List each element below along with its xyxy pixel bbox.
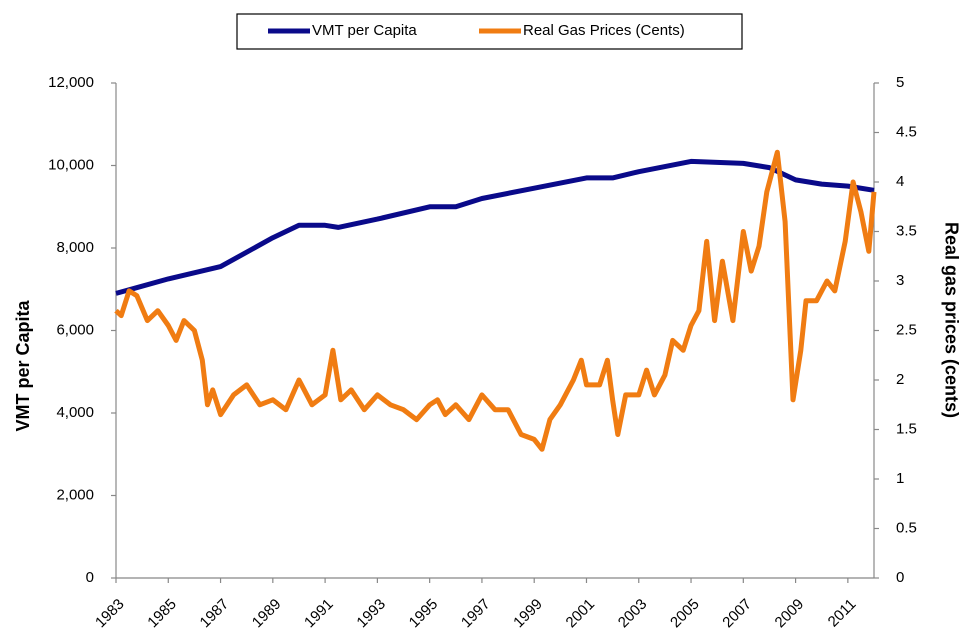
y-tick-label: 4,000 xyxy=(56,404,94,421)
y2-tick-label: 1 xyxy=(896,470,904,487)
x-tick-label: 1995 xyxy=(406,596,442,632)
x-tick-label: 1983 xyxy=(92,596,128,632)
y-tick-label: 10,000 xyxy=(48,156,94,173)
x-tick-label: 1985 xyxy=(144,596,180,632)
y2-tick-label: 3.5 xyxy=(896,222,917,239)
x-tick-label: 2009 xyxy=(772,596,808,632)
y2-tick-label: 4 xyxy=(896,173,904,190)
legend-label: VMT per Capita xyxy=(312,22,417,39)
y-tick-label: 2,000 xyxy=(56,486,94,503)
y2-tick-label: 4.5 xyxy=(896,123,917,140)
y-tick-label: 6,000 xyxy=(56,321,94,338)
y2-tick-label: 1.5 xyxy=(896,420,917,437)
x-tick-label: 1993 xyxy=(353,596,389,632)
x-tick-label: 2011 xyxy=(825,596,860,631)
y-axis-title: VMT per Capita xyxy=(13,300,33,432)
x-tick-label: 2007 xyxy=(719,596,755,632)
x-tick-label: 2005 xyxy=(667,596,703,632)
x-tick-label: 1987 xyxy=(197,596,233,632)
y-tick-label: 0 xyxy=(86,569,94,586)
x-tick-label: 1991 xyxy=(301,596,337,632)
x-tick-label: 1999 xyxy=(510,596,546,632)
x-tick-label: 1989 xyxy=(249,596,285,632)
y2-tick-label: 3 xyxy=(896,272,904,289)
x-tick-label: 2001 xyxy=(562,596,598,632)
legend-label: Real Gas Prices (Cents) xyxy=(523,22,685,39)
y2-tick-label: 0.5 xyxy=(896,519,917,536)
y2-tick-label: 5 xyxy=(896,74,904,91)
y-tick-label: 8,000 xyxy=(56,239,94,256)
y2-tick-label: 0 xyxy=(896,569,904,586)
x-tick-label: 2003 xyxy=(615,596,651,632)
x-tick-label: 1997 xyxy=(458,596,494,632)
y-tick-label: 12,000 xyxy=(48,74,94,91)
y2-tick-label: 2.5 xyxy=(896,321,917,338)
series-line xyxy=(115,158,875,296)
y2-tick-label: 2 xyxy=(896,371,904,388)
y2-axis-title: Real gas prices (cents) xyxy=(941,222,961,418)
series-line xyxy=(114,149,877,452)
